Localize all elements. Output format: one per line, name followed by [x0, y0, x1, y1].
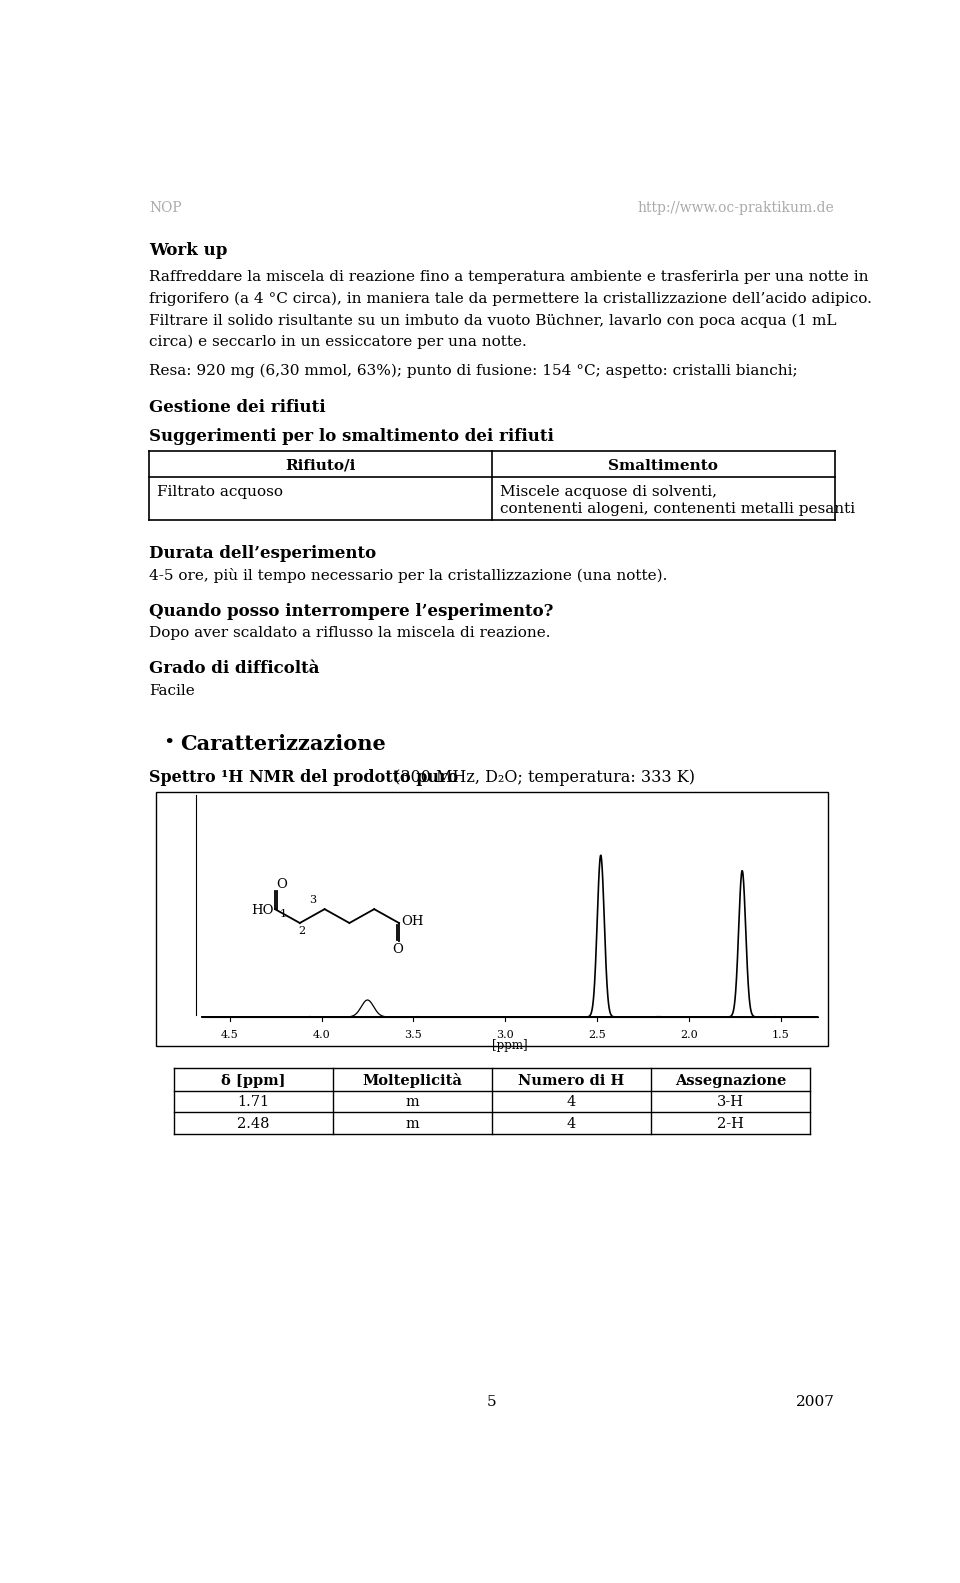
Text: Facile: Facile	[150, 684, 195, 698]
Text: Smaltimento: Smaltimento	[609, 459, 718, 473]
Text: Dopo aver scaldato a riflusso la miscela di reazione.: Dopo aver scaldato a riflusso la miscela…	[150, 625, 551, 640]
Text: 3: 3	[308, 894, 316, 905]
Text: 1: 1	[280, 909, 287, 918]
Text: OH: OH	[401, 915, 423, 928]
Bar	[156, 792, 828, 1046]
Text: Suggerimenti per lo smaltimento dei rifiuti: Suggerimenti per lo smaltimento dei rifi…	[150, 427, 554, 445]
Text: 3.0: 3.0	[496, 1031, 515, 1040]
Text: NOP: NOP	[150, 201, 182, 215]
Text: Numero di H: Numero di H	[518, 1073, 625, 1088]
Text: 4: 4	[566, 1095, 576, 1110]
Text: HO: HO	[251, 904, 274, 917]
Text: Miscele acquose di solventi,: Miscele acquose di solventi,	[500, 484, 717, 499]
Text: Quando posso interrompere l’esperimento?: Quando posso interrompere l’esperimento?	[150, 603, 554, 619]
Text: Assegnazione: Assegnazione	[675, 1073, 786, 1088]
Text: O: O	[392, 943, 403, 956]
Text: 2.48: 2.48	[237, 1118, 270, 1130]
Text: 4-5 ore, più il tempo necessario per la cristallizzazione (una notte).: 4-5 ore, più il tempo necessario per la …	[150, 568, 668, 583]
Text: 2.0: 2.0	[680, 1031, 698, 1040]
Text: 3.5: 3.5	[404, 1031, 422, 1040]
Text: m: m	[406, 1095, 420, 1110]
Text: Resa: 920 mg (6,30 mmol, 63%); punto di fusione: 154 °C; aspetto: cristalli bian: Resa: 920 mg (6,30 mmol, 63%); punto di …	[150, 364, 798, 378]
Text: Gestione dei rifiuti: Gestione dei rifiuti	[150, 399, 326, 416]
Text: 2.5: 2.5	[588, 1031, 606, 1040]
Text: 3-H: 3-H	[717, 1095, 744, 1110]
Text: contenenti alogeni, contenenti metalli pesanti: contenenti alogeni, contenenti metalli p…	[500, 502, 854, 516]
Text: Rifiuto/i: Rifiuto/i	[285, 459, 356, 473]
Text: [ppm]: [ppm]	[492, 1038, 528, 1051]
Text: 4.5: 4.5	[221, 1031, 239, 1040]
Text: Caratterizzazione: Caratterizzazione	[180, 733, 386, 754]
Text: Spettro ¹H NMR del prodotto puro: Spettro ¹H NMR del prodotto puro	[150, 769, 459, 787]
Text: circa) e seccarlo in un essiccatore per una notte.: circa) e seccarlo in un essiccatore per …	[150, 334, 527, 350]
Text: Durata dell’esperimento: Durata dell’esperimento	[150, 545, 376, 562]
Text: Raffreddare la miscela di reazione fino a temperatura ambiente e trasferirla per: Raffreddare la miscela di reazione fino …	[150, 271, 869, 283]
Text: O: O	[276, 879, 287, 891]
Text: δ [ppm]: δ [ppm]	[222, 1073, 286, 1088]
Text: 1.71: 1.71	[238, 1095, 270, 1110]
Text: Filtrato acquoso: Filtrato acquoso	[157, 484, 283, 499]
Text: m: m	[406, 1118, 420, 1130]
Text: 2: 2	[298, 926, 305, 936]
Text: 2007: 2007	[796, 1395, 834, 1409]
Text: 4: 4	[566, 1118, 576, 1130]
Text: http://www.oc-praktikum.de: http://www.oc-praktikum.de	[637, 201, 834, 215]
Text: (300 MHz, D₂O; temperatura: 333 K): (300 MHz, D₂O; temperatura: 333 K)	[389, 769, 695, 787]
Text: 2-H: 2-H	[717, 1118, 744, 1130]
Text: 5: 5	[487, 1395, 497, 1409]
Text: •: •	[163, 733, 175, 752]
Text: frigorifero (a 4 °C circa), in maniera tale da permettere la cristallizzazione d: frigorifero (a 4 °C circa), in maniera t…	[150, 291, 873, 306]
Text: Molteplicità: Molteplicità	[363, 1073, 463, 1089]
Text: 4.0: 4.0	[313, 1031, 330, 1040]
Text: 1.5: 1.5	[772, 1031, 790, 1040]
Text: Filtrare il solido risultante su un imbuto da vuoto Büchner, lavarlo con poca ac: Filtrare il solido risultante su un imbu…	[150, 313, 837, 328]
Text: Work up: Work up	[150, 242, 228, 260]
Text: Grado di difficoltà: Grado di difficoltà	[150, 660, 320, 678]
